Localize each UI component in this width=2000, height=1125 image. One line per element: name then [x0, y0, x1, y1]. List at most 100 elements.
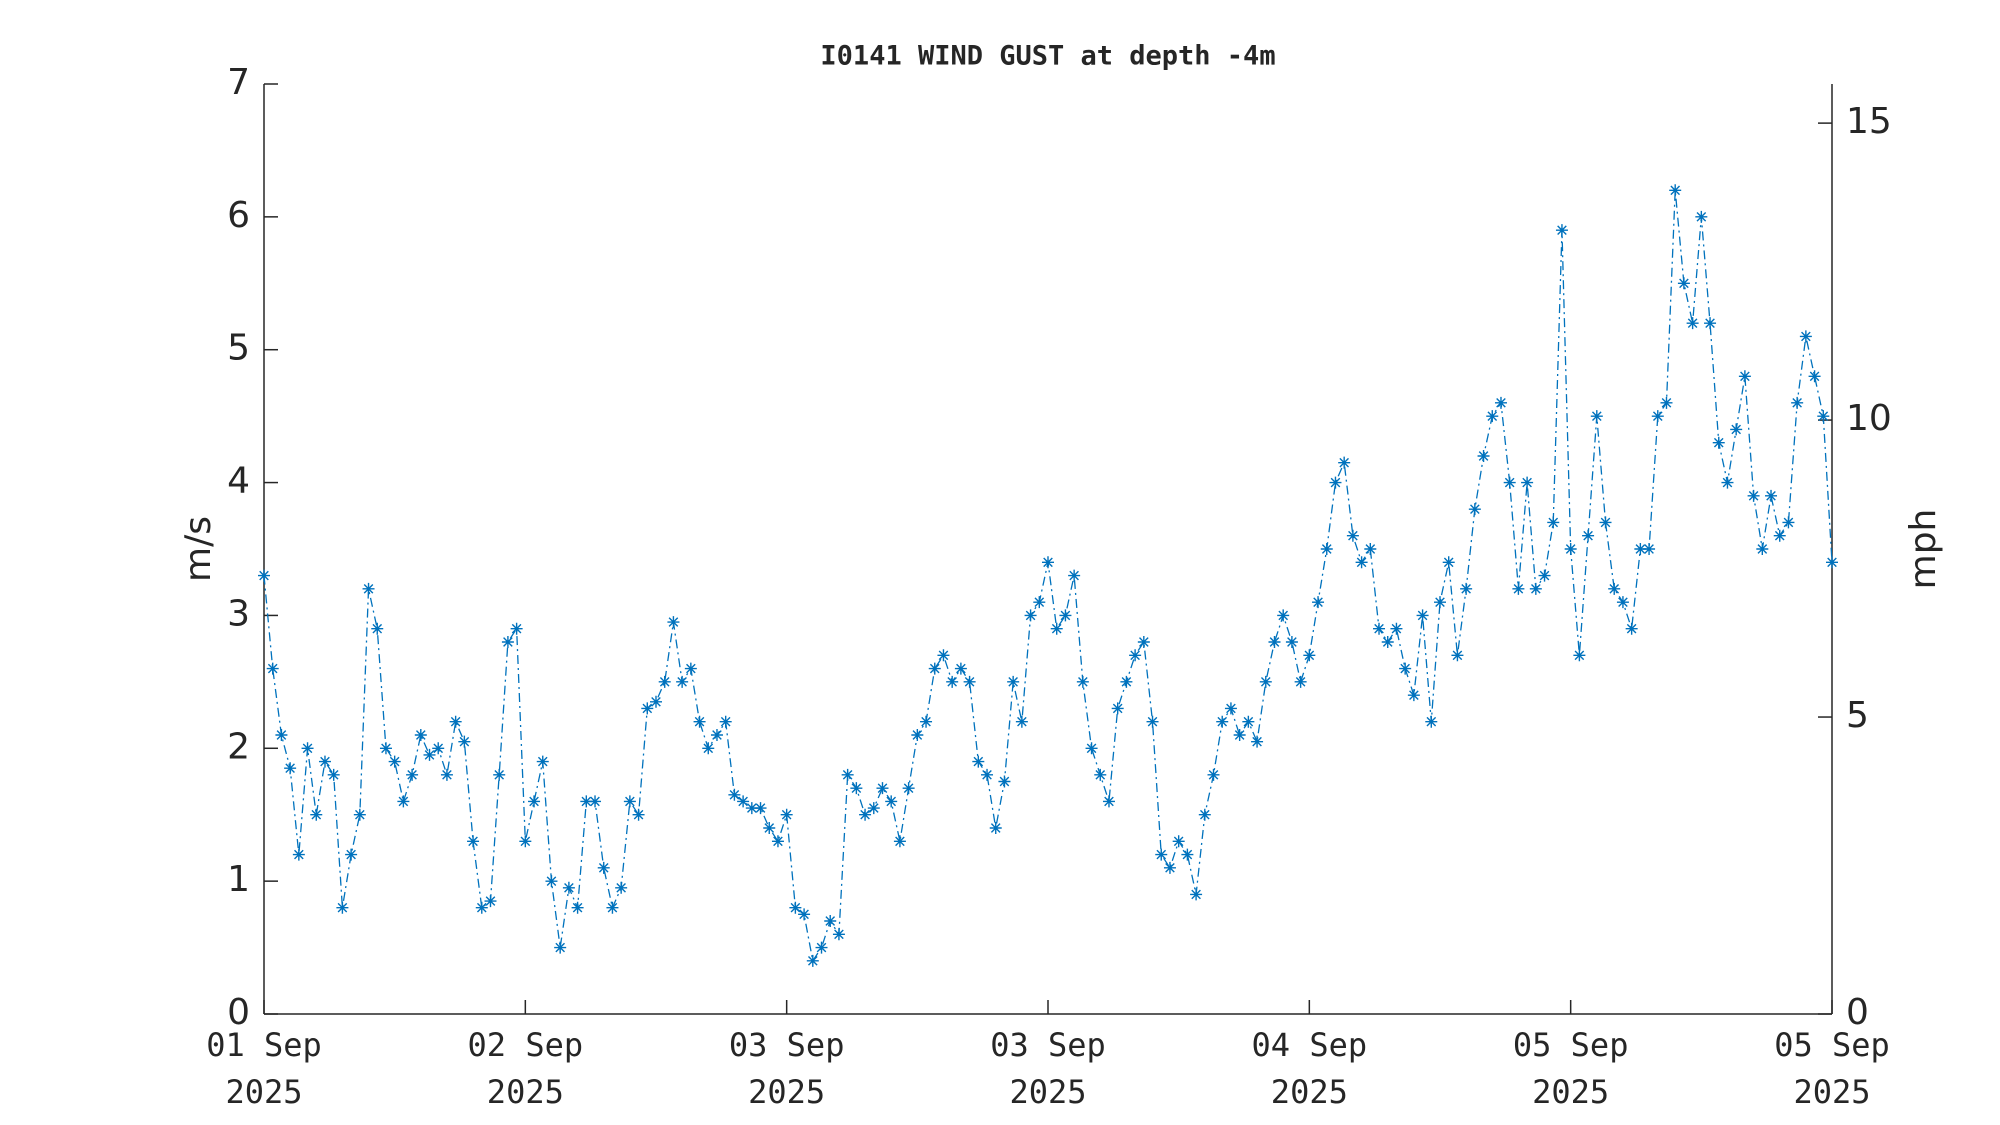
- data-point: [981, 768, 994, 781]
- data-point: [545, 875, 558, 888]
- data-point: [606, 901, 619, 914]
- data-point: [1826, 556, 1838, 569]
- data-point: [1738, 370, 1751, 383]
- data-point: [580, 795, 593, 808]
- data-point: [1294, 675, 1307, 688]
- data-point: [1634, 543, 1647, 555]
- data-point: [911, 729, 924, 741]
- data-point: [1320, 543, 1333, 555]
- data-point: [1111, 702, 1124, 715]
- data-point: [1477, 450, 1490, 462]
- data-point: [292, 848, 305, 861]
- data-point: [841, 768, 854, 781]
- data-point: [702, 742, 715, 755]
- data-point: [449, 715, 462, 728]
- data-point: [946, 675, 959, 688]
- data-point: [493, 768, 506, 781]
- data-point: [1338, 456, 1351, 469]
- data-point: [423, 748, 436, 761]
- data-point: [1730, 423, 1743, 436]
- data-point: [1773, 529, 1786, 542]
- data-point: [1503, 476, 1516, 489]
- data-point: [1468, 503, 1481, 516]
- data-point: [345, 848, 358, 861]
- data-point: [1224, 702, 1237, 715]
- y-tick-label: 5: [227, 328, 250, 369]
- data-point: [1538, 569, 1551, 582]
- data-point: [1799, 330, 1812, 343]
- x-tick-label: 2025: [1009, 1073, 1086, 1111]
- data-point: [893, 835, 906, 848]
- x-tick-label: 2025: [487, 1073, 564, 1111]
- data-point: [1015, 715, 1028, 728]
- y-tick-label: 7: [227, 62, 250, 103]
- data-point: [1024, 609, 1037, 622]
- data-point: [1616, 596, 1629, 609]
- data-point: [440, 768, 453, 781]
- data-point: [1625, 622, 1638, 635]
- data-point: [336, 901, 349, 914]
- data-point: [1521, 476, 1534, 489]
- data-point: [458, 735, 471, 748]
- data-point: [1102, 795, 1115, 808]
- chart-title: I0141 WIND GUST at depth -4m: [820, 41, 1275, 72]
- data-point: [920, 715, 933, 728]
- data-point: [1137, 636, 1150, 648]
- data-point: [528, 795, 541, 808]
- y-tick-label: 4: [227, 461, 250, 502]
- series-line: [263, 190, 1833, 963]
- data-point: [1390, 622, 1403, 635]
- data-point: [1155, 848, 1168, 861]
- data-point: [1303, 649, 1316, 662]
- data-point: [554, 941, 567, 954]
- data-point: [1494, 396, 1507, 409]
- data-point: [475, 901, 488, 914]
- x-tick-label: 04 Sep: [1252, 1026, 1368, 1064]
- data-point: [501, 636, 514, 648]
- data-point: [1791, 396, 1804, 409]
- data-point: [1059, 609, 1072, 622]
- data-point: [885, 795, 898, 808]
- data-point: [1364, 543, 1377, 555]
- data-point: [1695, 210, 1708, 223]
- data-point: [327, 768, 340, 781]
- y-tick-label: 1: [227, 859, 250, 900]
- y2-tick-label: 5: [1846, 695, 1869, 736]
- x-tick-label: 2025: [1793, 1073, 1870, 1111]
- data-point: [1259, 675, 1272, 688]
- data-point: [745, 802, 758, 815]
- data-point: [1373, 622, 1386, 635]
- data-point: [1146, 715, 1159, 728]
- data-point: [867, 802, 880, 815]
- data-point: [406, 768, 419, 781]
- data-point: [806, 954, 819, 967]
- data-point: [432, 742, 445, 755]
- data-point: [1042, 556, 1054, 569]
- data-point: [650, 695, 662, 708]
- data-point: [1643, 543, 1656, 555]
- data-point: [1233, 729, 1246, 741]
- data-point: [1207, 768, 1220, 781]
- data-point: [371, 622, 384, 635]
- data-point: [1172, 835, 1185, 848]
- data-point: [510, 622, 523, 635]
- x-tick-label: 02 Sep: [468, 1026, 584, 1064]
- data-point: [1094, 768, 1107, 781]
- data-point: [937, 649, 950, 662]
- y-tick-label: 0: [227, 992, 250, 1033]
- data-point: [1529, 582, 1542, 595]
- data-point: [1285, 636, 1298, 648]
- data-point: [266, 662, 279, 675]
- data-point: [597, 861, 610, 874]
- data-point: [1660, 396, 1673, 409]
- data-point: [1076, 675, 1089, 688]
- data-point: [1242, 715, 1255, 728]
- data-point: [1808, 370, 1821, 383]
- data-point: [1564, 543, 1577, 555]
- data-point: [789, 901, 802, 914]
- data-point: [998, 775, 1011, 788]
- data-point: [1268, 636, 1281, 648]
- data-point: [1747, 489, 1760, 502]
- data-point: [1085, 742, 1098, 755]
